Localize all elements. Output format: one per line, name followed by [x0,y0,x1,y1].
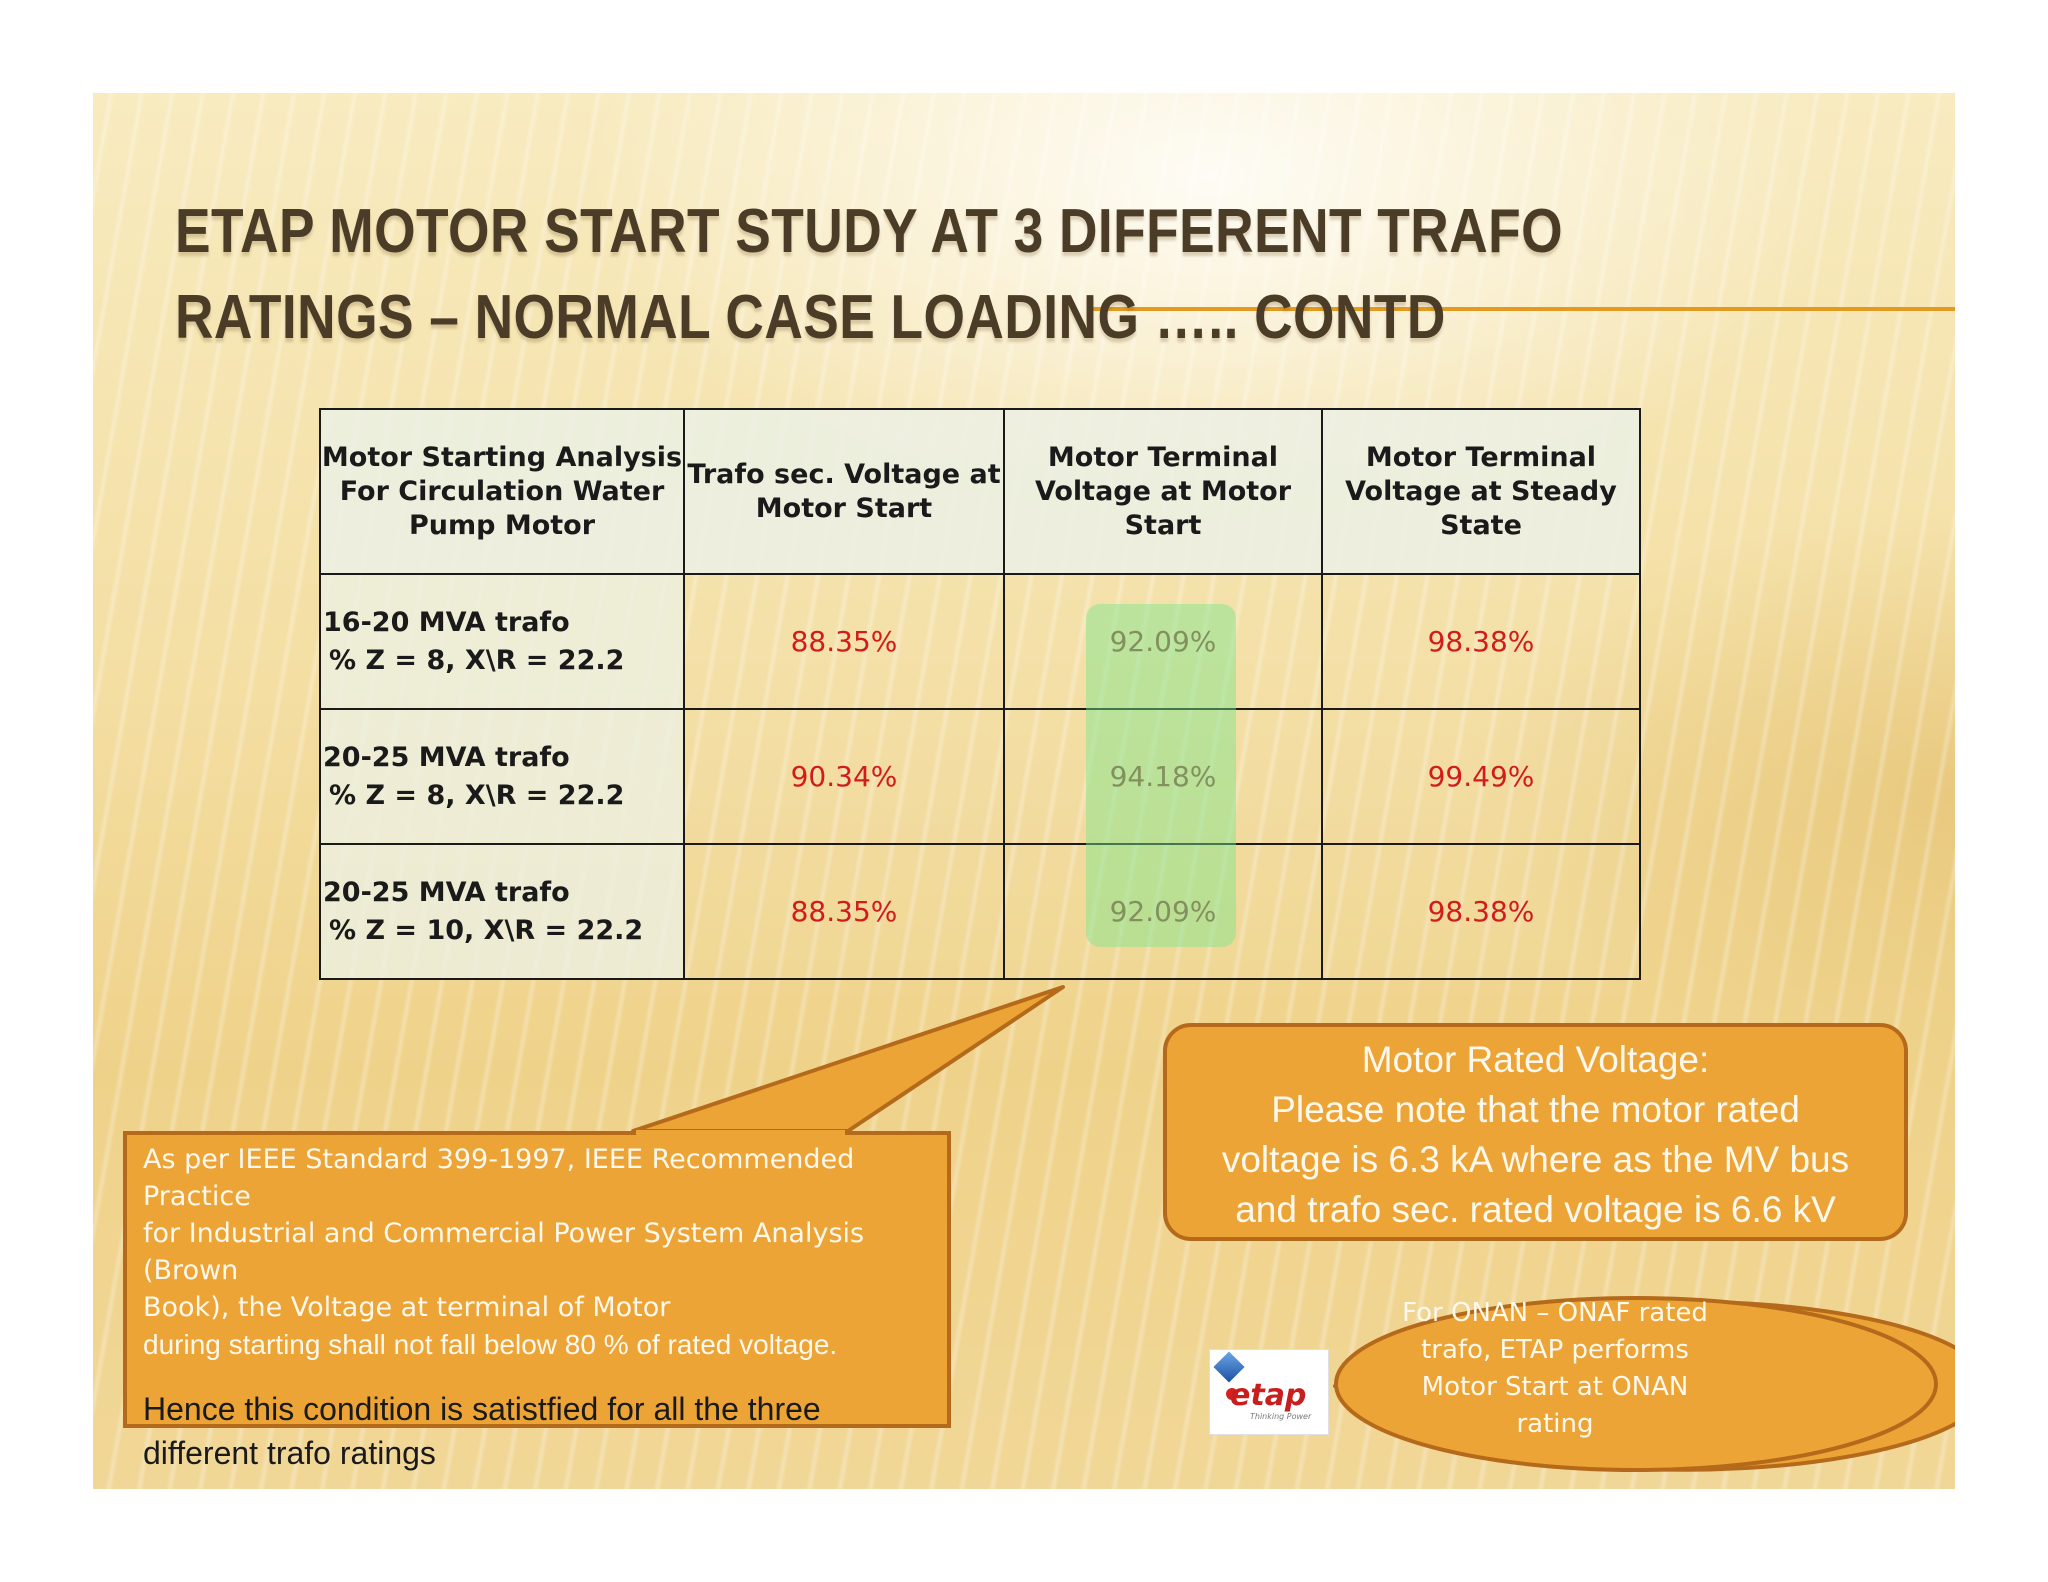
motor-terminal-start-value: 92.09% [1003,843,1323,980]
row-label-impedance: % Z = 8, X\R = 22.2 [329,779,625,811]
header-motor-terminal-steady: Motor Terminal Voltage at Steady State [1321,408,1641,575]
rated-voltage-callout: Motor Rated Voltage: Please note that th… [1163,1023,1908,1241]
standard-note-conclusion-line: different trafo ratings [143,1435,436,1471]
header-text: Motor Start [755,492,933,524]
header-analysis: Motor Starting Analysis For Circulation … [319,408,685,575]
onan-note-line: trafo, ETAP performs [1421,1335,1689,1365]
header-text: Start [1124,509,1202,541]
row-label-impedance: % Z = 10, X\R = 22.2 [329,914,644,946]
slide-title-line-2: RATINGS – NORMAL CASE LOADING ….. CONTD [175,283,1446,352]
row-label-rating: 16-20 MVA trafo [323,606,570,638]
trafo-sec-voltage-value: 88.35% [683,573,1005,710]
onan-note-text: For ONAN – ONAF rated trafo, ETAP perfor… [1395,1295,1715,1443]
standard-note-conclusion-line: Hence this condition is satistfied for a… [143,1391,821,1427]
motor-terminal-start-value: 94.18% [1003,708,1323,845]
onan-note-line: Motor Start at ONAN [1421,1372,1689,1402]
standard-note-conclusion: Hence this condition is satistfied for a… [143,1387,943,1475]
header-text: For Circulation Water [339,475,665,507]
table-row: 20-25 MVA trafo % Z = 10, X\R = 22.2 88.… [319,843,1641,980]
header-text: State [1440,509,1522,541]
slide: ETAP MOTOR START STUDY AT 3 DIFFERENT TR… [93,93,1955,1489]
motor-terminal-start-value: 92.09% [1003,573,1323,710]
onan-note-line: rating [1516,1409,1594,1439]
header-text: Trafo sec. Voltage at [687,458,1001,490]
table-row: 20-25 MVA trafo % Z = 8, X\R = 22.2 90.3… [319,708,1641,845]
trafo-sec-voltage-value: 88.35% [683,843,1005,980]
row-label: 20-25 MVA trafo % Z = 8, X\R = 22.2 [319,708,685,845]
motor-terminal-steady-value: 99.49% [1321,708,1641,845]
onan-note-line: For ONAN – ONAF rated [1402,1298,1708,1328]
standard-note-text: As per IEEE Standard 399-1997, IEEE Reco… [143,1141,943,1475]
row-label-rating: 20-25 MVA trafo [323,876,570,908]
standard-note-requirement: during starting shall not fall below 80 … [143,1329,838,1360]
header-motor-terminal-start: Motor Terminal Voltage at Motor Start [1003,408,1323,575]
header-text: Voltage at Steady [1345,475,1617,507]
etap-logo-tagline: Thinking Power [1250,1412,1312,1421]
row-label: 20-25 MVA trafo % Z = 10, X\R = 22.2 [319,843,685,980]
title-accent-line [1093,307,1955,311]
etap-logo-dot-icon [1226,1388,1238,1400]
header-text: Voltage at Motor [1034,475,1292,507]
header-trafo-sec-voltage: Trafo sec. Voltage at Motor Start [683,408,1005,575]
motor-start-table: Motor Starting Analysis For Circulation … [319,408,1641,980]
etap-logo: etap Thinking Power [1209,1349,1329,1435]
header-text: Motor Terminal [1047,441,1279,473]
table-row: 16-20 MVA trafo % Z = 8, X\R = 22.2 88.3… [319,573,1641,710]
table-header-row: Motor Starting Analysis For Circulation … [319,408,1641,575]
header-text: Motor Terminal [1365,441,1597,473]
row-label-rating: 20-25 MVA trafo [323,741,570,773]
row-label: 16-20 MVA trafo % Z = 8, X\R = 22.2 [319,573,685,710]
motor-terminal-steady-value: 98.38% [1321,573,1641,710]
standard-note-line: Book), the Voltage at terminal of Motor [143,1292,671,1323]
header-text: Pump Motor [408,509,596,541]
standard-note-line: As per IEEE Standard 399-1997, IEEE Reco… [143,1144,855,1212]
trafo-sec-voltage-value: 90.34% [683,708,1005,845]
rated-voltage-line: voltage is 6.3 kA where as the MV bus [1221,1139,1850,1180]
etap-logo-word: etap [1230,1378,1307,1413]
rated-voltage-heading: Motor Rated Voltage: [1361,1039,1710,1080]
standard-note-callout [123,1131,951,1428]
rated-voltage-line: and trafo sec. rated voltage is 6.6 kV [1235,1189,1836,1230]
row-label-impedance: % Z = 8, X\R = 22.2 [329,644,625,676]
motor-terminal-steady-value: 98.38% [1321,843,1641,980]
header-text: Motor Starting Analysis [321,441,683,473]
standard-note-line: for Industrial and Commercial Power Syst… [143,1218,865,1286]
slide-title-line-1: ETAP MOTOR START STUDY AT 3 DIFFERENT TR… [175,197,1564,266]
rated-voltage-line: Please note that the motor rated [1271,1089,1800,1130]
slide-title: ETAP MOTOR START STUDY AT 3 DIFFERENT TR… [175,189,1563,361]
